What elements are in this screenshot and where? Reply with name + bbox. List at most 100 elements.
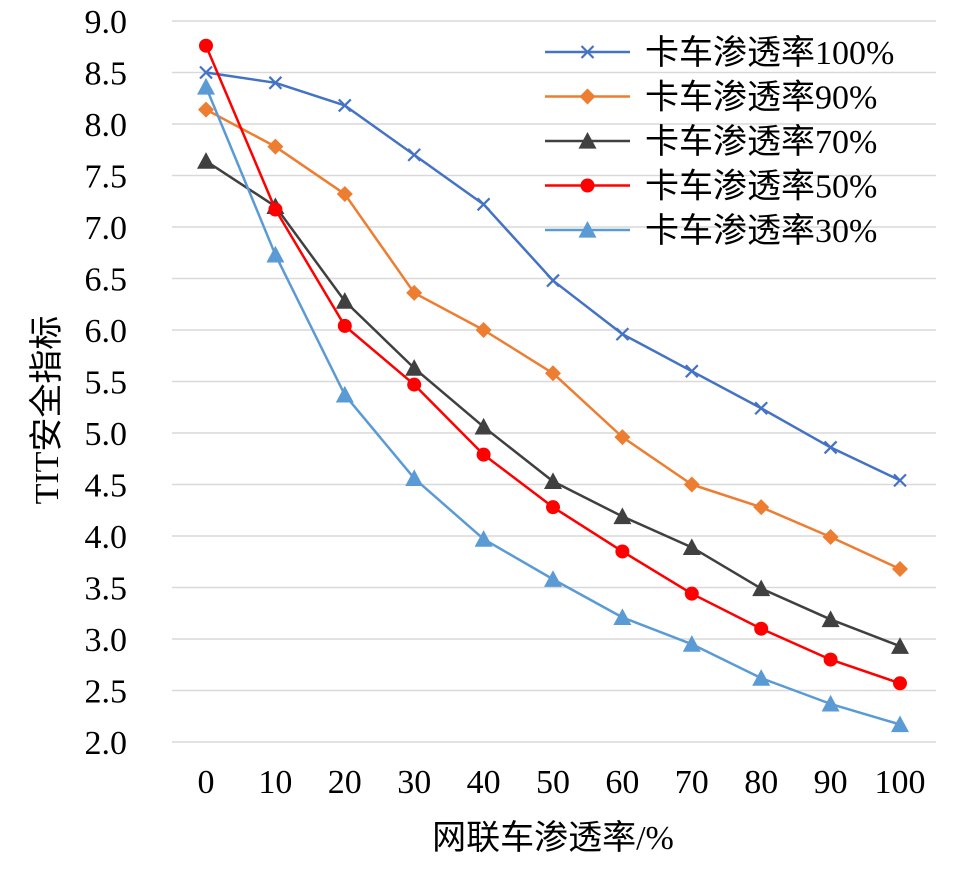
data-point-triangle-marker [474,417,493,435]
data-point-x-marker [823,440,838,455]
x-tick-label: 70 [675,764,709,801]
data-point-x-marker [476,197,491,212]
data-point-circle-marker [268,202,283,217]
y-tick-label: 3.0 [85,622,128,659]
data-point-triangle-marker [682,635,701,652]
data-point-diamond-marker [753,499,770,516]
x-tick-label: 30 [397,764,431,801]
marker-stroke [823,440,838,455]
data-point-circle-marker [823,652,838,667]
y-tick-label: 8.5 [85,56,128,93]
data-point-diamond-marker [579,88,596,105]
data-point-diamond-marker [406,284,423,301]
data-point-triangle-marker [752,579,771,597]
x-tick-label: 80 [744,764,778,801]
y-tick-label: 8.0 [85,107,128,144]
data-point-circle-marker [893,676,907,691]
series-0 [199,65,907,488]
marker-stroke [199,65,213,80]
data-point-circle-marker [580,178,595,193]
marker-stroke [407,148,421,162]
marker-stroke [268,76,283,90]
y-tick-label: 6.5 [85,262,128,299]
data-point-triangle-marker [821,694,840,712]
data-point-x-marker [685,364,699,378]
marker-stroke [685,364,699,378]
y-tick-label: 5.5 [85,365,128,402]
data-point-triangle-marker [752,669,771,686]
marker-stroke [580,45,595,59]
x-tick-label: 20 [328,764,362,801]
data-point-triangle-marker [613,608,632,626]
data-point-circle-marker [684,586,699,601]
data-point-x-marker [615,327,630,341]
marker-stroke [615,327,630,341]
x-tick-label: 100 [875,764,926,801]
x-tick-label: 90 [814,764,848,801]
data-point-circle-marker [546,500,560,515]
data-point-circle-marker [476,447,491,462]
series-1 [198,101,908,577]
series-lines [197,38,909,733]
data-point-x-marker [546,273,560,288]
x-tick-label: 50 [536,764,570,801]
legend-label: 卡车渗透率30% [645,212,877,250]
y-tick-label: 3.5 [85,571,128,608]
data-point-triangle-marker [405,469,424,486]
y-tick-label: 2.0 [85,725,128,762]
x-tick-label: 10 [258,764,292,801]
legend-item: 卡车渗透率50% [545,168,877,206]
data-point-diamond-marker [336,186,353,203]
x-tick-label: 0 [198,764,215,801]
data-point-x-marker [199,65,213,80]
data-point-triangle-marker [197,77,215,95]
data-point-diamond-marker [892,560,908,577]
data-point-x-marker [580,45,595,59]
data-point-diamond-marker [822,529,839,546]
y-tick-label: 5.0 [85,416,128,453]
data-point-x-marker [407,148,421,162]
y-tick-label: 2.5 [85,674,128,711]
data-point-triangle-marker [578,221,597,238]
data-point-circle-marker [337,318,352,333]
data-point-circle-marker [199,38,213,53]
data-point-triangle-marker [335,292,354,309]
data-point-diamond-marker [198,101,214,118]
legend-item: 卡车渗透率30% [545,212,877,250]
series-3 [199,38,907,691]
legend-item: 卡车渗透率90% [545,79,877,117]
x-tick-label: 60 [605,764,639,801]
data-point-x-marker [893,473,907,488]
data-point-circle-marker [615,544,630,559]
data-point-triangle-marker [682,538,701,555]
data-point-triangle-marker [613,507,632,525]
marker-stroke [754,401,768,416]
legend: 卡车渗透率100% 卡车渗透率90% 卡车渗透率70% 卡车渗透率50% 卡车渗透率30… [545,34,894,250]
data-point-diamond-marker [475,322,492,338]
data-point-triangle-marker [405,359,424,376]
data-point-triangle-marker [474,530,493,547]
legend-label: 卡车渗透率70% [645,123,877,161]
legend-label: 卡车渗透率50% [645,168,877,206]
legend-label: 卡车渗透率90% [645,79,877,117]
data-point-diamond-marker [545,365,561,382]
data-point-triangle-marker [335,385,354,403]
y-tick-label: 7.5 [85,159,128,196]
data-point-circle-marker [754,621,769,636]
data-point-triangle-marker [266,245,285,263]
data-point-x-marker [268,76,283,90]
y-tick-label: 4.5 [85,468,128,505]
data-point-triangle-marker [891,715,909,733]
marker-stroke [546,273,560,288]
marker-stroke [893,473,907,488]
x-axis-title: 网联车渗透率/% [432,819,674,857]
data-point-diamond-marker [267,138,284,155]
y-tick-label: 4.0 [85,519,128,556]
legend-item: 卡车渗透率70% [545,123,877,161]
legend-item: 卡车渗透率100% [545,34,894,72]
data-point-x-marker [754,401,768,416]
data-point-triangle-marker [544,472,562,490]
legend-label: 卡车渗透率100% [645,34,894,72]
x-tick-labels: 0 10 20 30 40 50 60 70 80 90 100 [198,764,926,801]
